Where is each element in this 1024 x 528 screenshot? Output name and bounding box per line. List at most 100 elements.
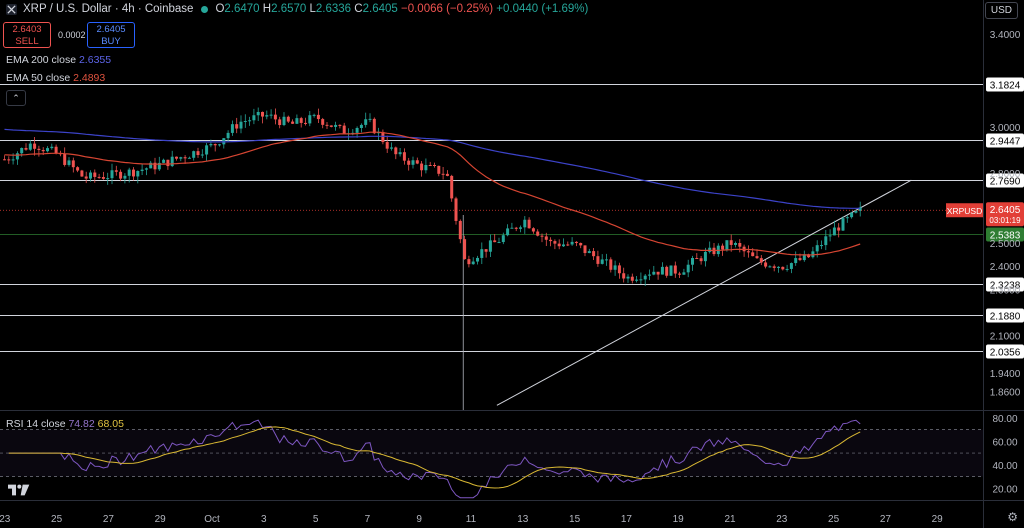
candle: [312, 113, 316, 118]
candle-body: [562, 244, 565, 247]
candle-body: [119, 171, 123, 179]
candle: [119, 169, 123, 182]
candle-body: [794, 258, 798, 264]
candle-body: [71, 160, 75, 168]
ema200-legend[interactable]: EMA 200 close 2.6355: [6, 54, 112, 66]
xrp-logo-icon: [6, 3, 17, 15]
settings-gear-icon[interactable]: ⚙: [1007, 510, 1018, 524]
candle: [364, 112, 368, 128]
candle-body: [67, 160, 71, 165]
candle: [359, 123, 363, 133]
candle-body: [433, 165, 436, 167]
price-tick-label: 1.8600: [990, 387, 1021, 398]
candle-body: [519, 227, 522, 229]
level-tag-text: 2.3238: [990, 281, 1021, 292]
level-tag-bg: [986, 344, 1024, 359]
candle: [540, 233, 544, 243]
candle-body: [759, 258, 763, 263]
candle-body: [450, 175, 454, 199]
candle-body: [493, 240, 497, 243]
candle-body: [635, 279, 639, 281]
candle-body: [355, 127, 359, 133]
buy-button[interactable]: 2.6405 BUY: [87, 22, 135, 48]
candle: [850, 212, 854, 219]
candle-body: [192, 151, 196, 158]
time-tick-label: Oct: [204, 514, 220, 525]
symbol-tag-text: XRPUSD: [947, 206, 982, 216]
time-tick-label: 13: [517, 514, 529, 525]
candle: [678, 271, 682, 278]
candle: [377, 127, 381, 140]
ema50-legend[interactable]: EMA 50 close 2.4893: [6, 72, 106, 84]
candle: [149, 160, 153, 169]
candle: [772, 264, 776, 272]
candle-body: [286, 116, 290, 122]
candle-body: [845, 217, 849, 219]
candle-body: [226, 132, 230, 139]
candle: [106, 172, 110, 185]
candle-body: [3, 159, 6, 161]
candle-body: [218, 144, 221, 146]
candle-body: [170, 156, 174, 167]
collapse-chevron-icon[interactable]: ⌃: [6, 90, 26, 106]
candle: [54, 144, 58, 155]
candle: [390, 142, 393, 151]
candle-body: [209, 144, 213, 146]
candle-body: [725, 240, 729, 250]
current-price-bg: [986, 202, 1024, 227]
candle: [837, 223, 841, 238]
candle-body: [854, 210, 858, 213]
candle-body: [265, 115, 269, 117]
candle: [605, 253, 608, 266]
candle: [67, 157, 71, 167]
candle-body: [458, 220, 462, 240]
candle: [334, 121, 338, 131]
candle-body: [183, 157, 187, 159]
candle-body: [480, 249, 484, 258]
candle: [261, 111, 264, 124]
level-tag-bg: [986, 77, 1024, 92]
candle-body: [566, 244, 570, 246]
level-tag: 2.5383: [986, 227, 1024, 242]
candle: [480, 242, 484, 265]
candle-body: [652, 271, 656, 275]
candle-body: [372, 118, 376, 134]
price-tick-label: 2.5000: [990, 239, 1021, 250]
price-tick-label: 2.3000: [990, 285, 1021, 296]
chart-legend: XRP / U.S. Dollar · 4h · Coinbase O2.647…: [6, 3, 588, 15]
candle-body: [437, 165, 441, 174]
candle-body: [424, 164, 428, 171]
candle-body: [497, 242, 501, 244]
candle: [136, 170, 140, 184]
tradingview-logo-icon[interactable]: [8, 483, 32, 497]
candle-body: [721, 245, 725, 250]
candle: [114, 165, 118, 176]
candle: [252, 108, 256, 125]
candle-body: [50, 146, 54, 149]
sell-button[interactable]: 2.6403 SELL: [3, 22, 51, 48]
candle-body: [407, 160, 411, 165]
candle: [37, 145, 41, 157]
candle: [321, 117, 325, 129]
candle-body: [781, 266, 785, 270]
currency-button[interactable]: USD: [984, 2, 1018, 19]
symbol-title[interactable]: XRP / U.S. Dollar · 4h · Coinbase: [23, 3, 194, 15]
candle: [183, 155, 187, 164]
candle: [635, 275, 639, 283]
candle-body: [248, 120, 252, 122]
candle-body: [394, 147, 398, 155]
candle-body: [579, 242, 583, 246]
time-tick-label: 3: [261, 514, 267, 525]
rsi-legend[interactable]: RSI 14 close 74.82 68.05: [6, 418, 124, 430]
candle: [127, 167, 131, 183]
candle: [570, 237, 574, 246]
candle: [519, 225, 522, 233]
time-tick-label: 9: [416, 514, 422, 525]
candle: [811, 246, 815, 259]
candle-body: [828, 235, 832, 237]
candle: [691, 255, 694, 271]
candle: [243, 114, 247, 128]
candle: [71, 157, 75, 173]
candle-body: [820, 245, 823, 247]
